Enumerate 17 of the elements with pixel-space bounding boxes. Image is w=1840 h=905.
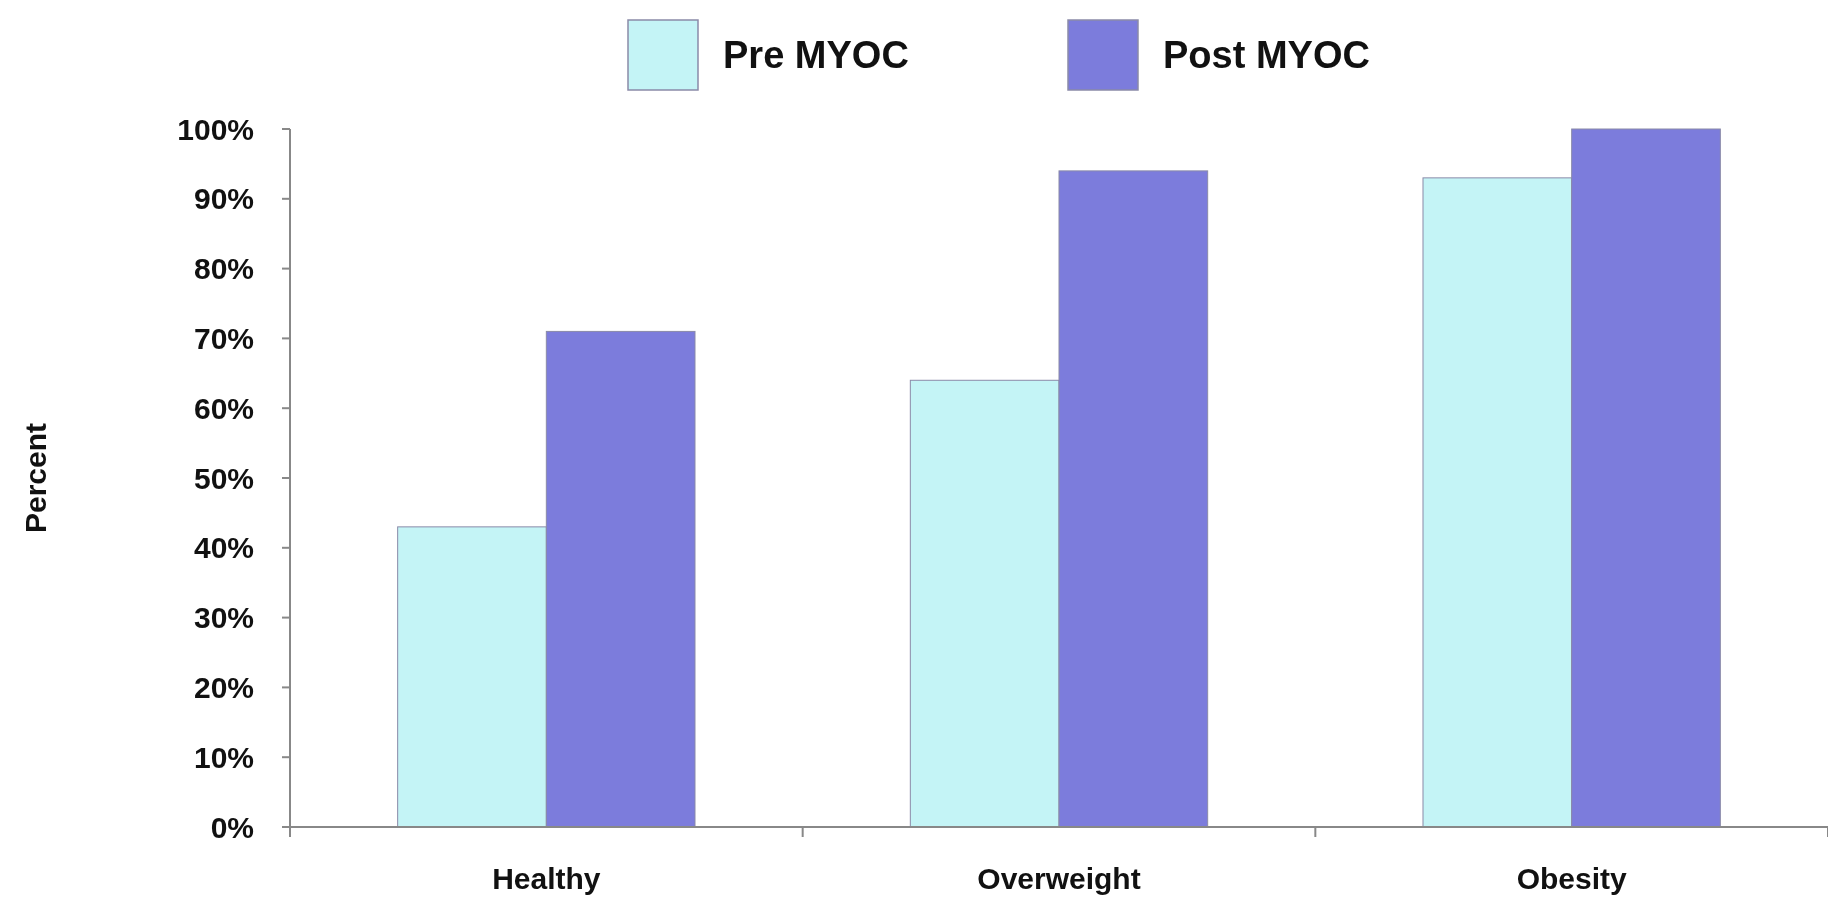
y-tick-label: 100% bbox=[177, 112, 254, 146]
legend-label: Post MYOC bbox=[1163, 34, 1370, 77]
x-tick-label: Healthy bbox=[492, 862, 601, 895]
y-tick-label: 30% bbox=[193, 601, 254, 635]
y-tick-label: 0% bbox=[210, 810, 254, 844]
y-tick-label: 90% bbox=[193, 182, 254, 216]
y-tick-label: 60% bbox=[193, 391, 254, 425]
y-tick-label: 50% bbox=[193, 461, 254, 495]
y-tick-label: 10% bbox=[193, 740, 254, 774]
x-tick-label: Overweight bbox=[977, 862, 1141, 895]
y-tick-label: 80% bbox=[193, 252, 254, 286]
y-tick-label: 40% bbox=[193, 531, 254, 565]
y-tick-label: 20% bbox=[193, 670, 254, 704]
x-tick-label: Obesity bbox=[1516, 862, 1627, 895]
y-tick-label: 70% bbox=[193, 321, 254, 355]
legend-label: Pre MYOC bbox=[723, 34, 909, 77]
y-axis-title: Percent bbox=[19, 422, 52, 534]
